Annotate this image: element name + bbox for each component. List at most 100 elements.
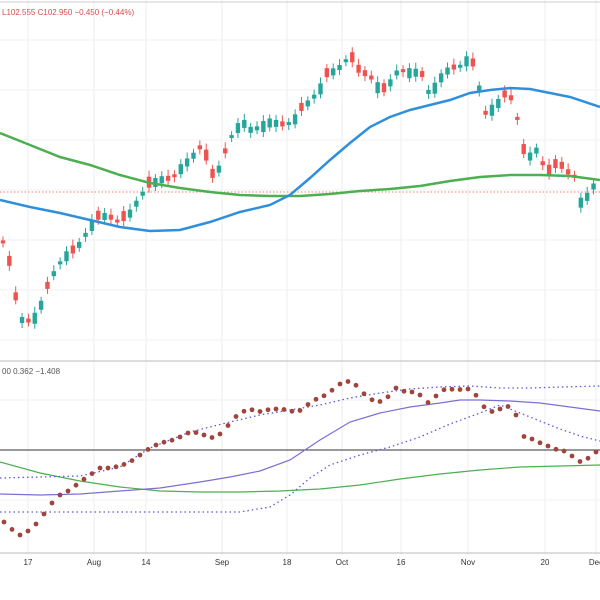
indicator-dot [265, 407, 271, 413]
indicator-dot [169, 437, 175, 443]
indicator-dot [353, 382, 359, 388]
candle-body [362, 70, 368, 77]
x-axis: 17 Aug 14 Sep 18 Oct 16 Nov 20 Dec [24, 558, 600, 567]
indicator-dot [593, 449, 599, 455]
fast-moving-average-line [0, 86, 600, 233]
candle-body [261, 121, 266, 133]
candle-body [57, 261, 63, 265]
indicator-dot [569, 453, 575, 459]
indicator-dot [449, 386, 455, 392]
candle-body [438, 73, 444, 83]
indicator-lower-dotted-line [0, 404, 600, 513]
candle-body [432, 82, 437, 94]
candle-body [400, 69, 406, 73]
indicator-dot [425, 400, 431, 405]
indicator-dot [33, 521, 39, 527]
indicator-dot [121, 462, 127, 467]
indicator-dot [377, 399, 383, 404]
indicator-dot [385, 394, 391, 400]
candle-body [458, 64, 463, 68]
ohlc-readout: L102.555 C102.950 −0.450 (−0.44%) [2, 8, 134, 17]
candle-body [534, 147, 539, 154]
indicator-dot [409, 389, 415, 395]
indicator-dot [201, 432, 207, 438]
indicator-dot [305, 402, 311, 407]
candle-body [51, 271, 56, 277]
indicator-dot [505, 404, 511, 409]
indicator-dot [241, 408, 247, 414]
indicator-dot [297, 408, 303, 413]
x-tick-label: 17 [24, 558, 33, 567]
indicator-dot [465, 386, 471, 392]
candle-body [356, 64, 361, 73]
indicator-dot [73, 482, 79, 488]
indicator-dot [161, 439, 167, 445]
indicator-dot [537, 440, 543, 446]
candle-body [527, 152, 533, 161]
indicator-dot [25, 528, 31, 534]
indicator-dot [321, 393, 327, 399]
candle-body [140, 191, 145, 196]
indicator-dot [545, 443, 551, 449]
indicator-dot [233, 414, 239, 419]
slow-moving-average-line [0, 131, 600, 198]
indicator-dot [273, 406, 279, 412]
x-tick-label: Nov [461, 558, 475, 567]
x-tick-label: Oct [336, 558, 349, 567]
indicator-dot [401, 388, 407, 394]
candle-body [350, 52, 355, 63]
indicator-dot [457, 387, 463, 392]
indicator-dot [9, 527, 15, 532]
indicator-dot [153, 442, 159, 448]
candle-body [229, 135, 234, 139]
candlestick-series [0, 47, 596, 329]
candle-body [108, 214, 114, 220]
candle-body [496, 99, 501, 108]
indicator-dot [473, 392, 479, 398]
candle-body [407, 68, 412, 79]
grid-lines [0, 0, 600, 555]
indicator-dot [41, 511, 47, 517]
candle-body [19, 317, 25, 324]
x-tick-label: 14 [142, 558, 151, 567]
candle-body [204, 149, 209, 161]
indicator-dot [257, 409, 263, 414]
candle-body [153, 177, 158, 187]
indicator-dot [345, 379, 351, 384]
candle-body [337, 65, 342, 71]
indicator-dot [489, 409, 495, 414]
indicator-dot [193, 430, 199, 435]
indicator-dot [433, 393, 439, 399]
candle-body [89, 219, 95, 231]
x-tick-label: 18 [283, 558, 292, 567]
indicator-dot [137, 452, 143, 458]
candle-body [381, 83, 387, 93]
candle-body [508, 95, 514, 101]
candle-body [585, 192, 590, 201]
candle-body [134, 200, 139, 207]
candle-body [38, 300, 44, 310]
candle-body [0, 240, 6, 244]
indicator-upper-dotted-line [0, 385, 600, 479]
candle-body [13, 292, 18, 301]
candle-body [254, 126, 260, 131]
indicator-dot [561, 448, 567, 454]
candle-body [464, 56, 469, 67]
candle-body [280, 121, 285, 127]
indicator-dot [553, 446, 559, 452]
candle-body [324, 68, 330, 78]
candle-body [159, 176, 164, 184]
indicator-dot [209, 435, 215, 440]
candle-body [540, 161, 545, 166]
indicator-dot [281, 407, 287, 412]
candle-body [546, 164, 552, 176]
candle-body [394, 70, 399, 76]
candle-body [375, 82, 380, 94]
candle-body [267, 118, 272, 128]
indicator-readout: 00 0.362 −1.408 [2, 367, 61, 376]
candle-body [369, 75, 374, 80]
candle-body [292, 114, 298, 125]
indicator-dot [361, 391, 367, 397]
candle-body [521, 144, 526, 155]
